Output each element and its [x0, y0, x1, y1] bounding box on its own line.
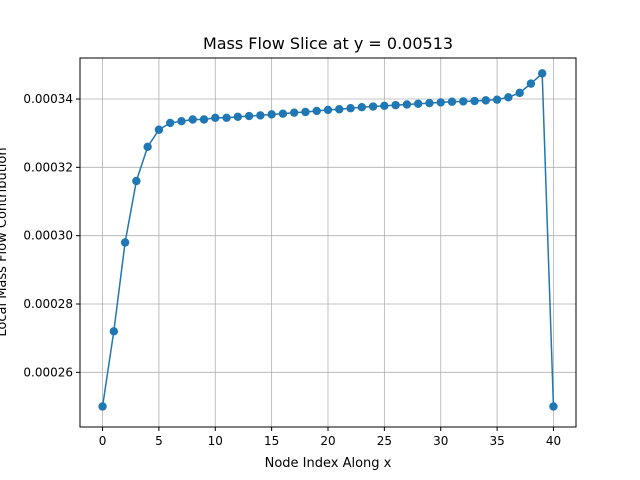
- x-tick-label: 40: [546, 434, 561, 448]
- x-tick-label: 0: [99, 434, 107, 448]
- data-point: [289, 108, 299, 117]
- x-tick-label: 25: [377, 434, 392, 448]
- y-tick-label: 0.00034: [23, 92, 73, 106]
- y-tick-label: 0.00028: [23, 297, 73, 311]
- data-point: [402, 100, 412, 109]
- data-points: [98, 69, 558, 411]
- data-point: [436, 98, 445, 107]
- x-ticks: 0 5 10 15 20 25 30 35 40: [99, 427, 561, 448]
- data-point: [222, 113, 231, 122]
- data-point: [199, 115, 209, 124]
- data-point: [244, 111, 254, 121]
- data-point: [425, 98, 434, 108]
- x-tick-label: 35: [489, 434, 504, 448]
- data-point: [368, 102, 378, 111]
- data-point: [233, 112, 243, 121]
- data-point: [143, 142, 152, 152]
- data-point: [109, 327, 119, 336]
- data-point: [526, 79, 536, 88]
- data-point: [98, 402, 107, 411]
- x-tick-label: 20: [320, 434, 335, 448]
- y-tick-label: 0.00026: [23, 365, 73, 379]
- x-axis-label: Node Index Along x: [265, 456, 392, 471]
- data-point: [177, 117, 186, 126]
- y-tick-label: 0.00032: [23, 160, 73, 174]
- data-point: [447, 97, 457, 106]
- data-point: [165, 118, 175, 128]
- data-point: [346, 104, 355, 113]
- data-point: [132, 176, 141, 186]
- data-point: [120, 238, 130, 247]
- y-axis-label: Local Mass Flow Contribution: [0, 147, 10, 336]
- data-point: [504, 93, 513, 102]
- data-point: [492, 95, 502, 104]
- data-point: [323, 105, 333, 115]
- data-point: [256, 111, 265, 120]
- data-point: [301, 107, 310, 117]
- data-point: [211, 113, 220, 122]
- chart-title: Mass Flow Slice at y = 0.00513: [203, 34, 453, 53]
- data-point: [391, 100, 400, 110]
- data-point: [413, 99, 423, 108]
- data-point: [357, 103, 367, 112]
- data-point: [188, 115, 197, 124]
- data-point: [481, 96, 491, 105]
- data-point: [470, 96, 479, 106]
- data-point: [380, 101, 389, 111]
- data-point: [312, 106, 321, 116]
- data-point: [549, 402, 558, 411]
- data-point: [267, 110, 276, 119]
- data-point: [459, 97, 468, 106]
- data-point: [154, 125, 164, 134]
- data-point: [515, 88, 524, 98]
- y-ticks: 0.00026 0.00028 0.00030 0.00032 0.00034: [23, 92, 80, 379]
- x-tick-label: 10: [208, 434, 223, 448]
- x-tick-label: 30: [433, 434, 448, 448]
- data-point: [278, 109, 288, 118]
- x-tick-label: 15: [264, 434, 279, 448]
- data-point: [335, 105, 344, 114]
- y-tick-label: 0.00030: [23, 229, 73, 243]
- data-point: [537, 69, 547, 78]
- x-tick-label: 5: [155, 434, 163, 448]
